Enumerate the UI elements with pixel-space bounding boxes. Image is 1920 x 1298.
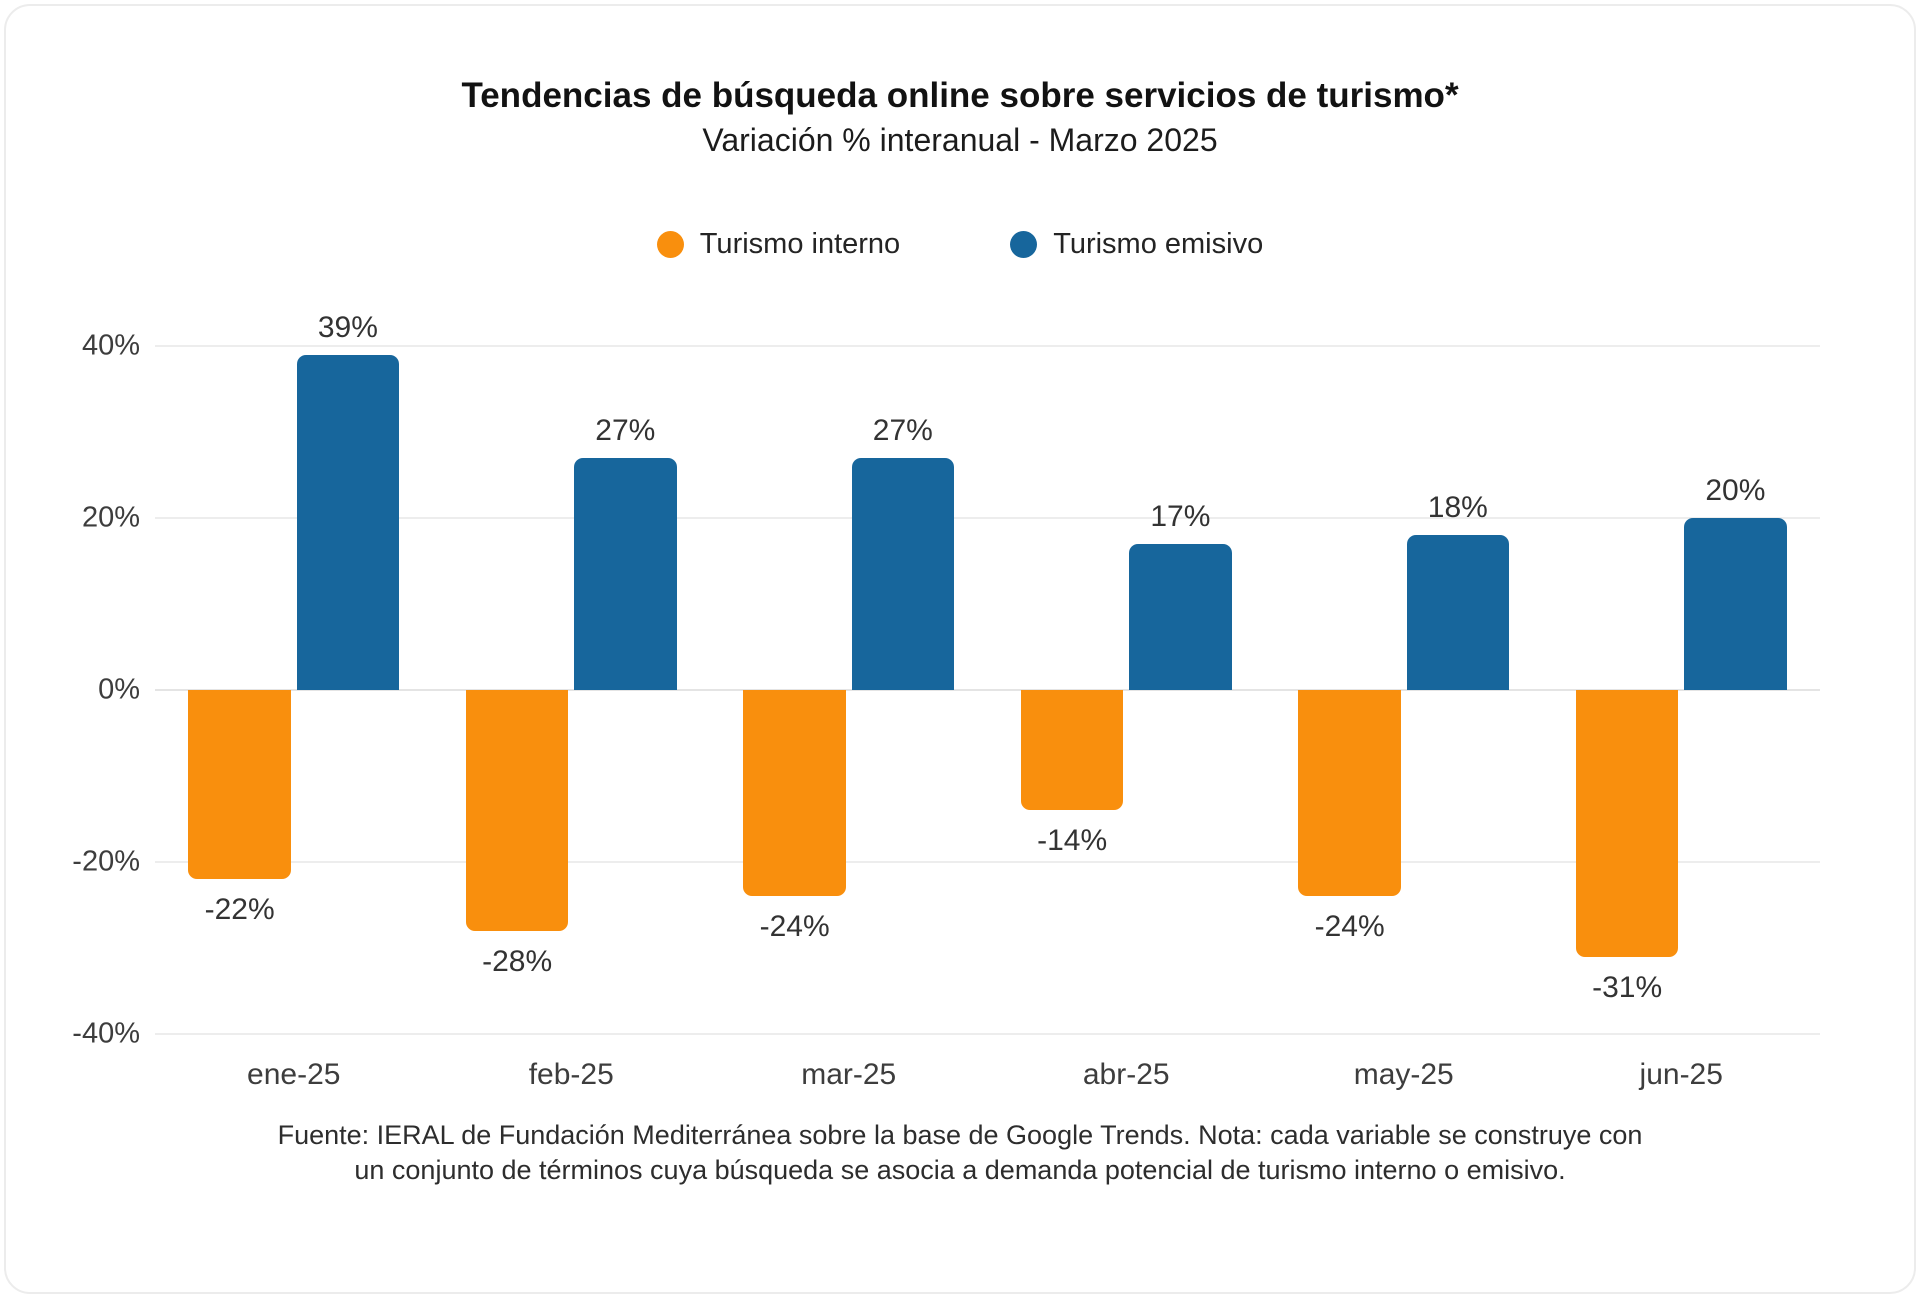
x-axis-tick-jun-25: jun-25 (1639, 1058, 1723, 1091)
x-axis-tick-mar-25: mar-25 (801, 1058, 897, 1091)
x-axis-tick-ene-25: ene-25 (247, 1058, 341, 1091)
bar-value-label: -24% (759, 910, 830, 944)
bar-group-abr-25: -14% 17% abr-25 (988, 346, 1265, 1091)
legend-item-turismo-emisivo: Turismo emisivo (1010, 228, 1263, 261)
bar-group-feb-25: -28% 27% feb-25 (432, 346, 709, 1091)
x-axis-tick-feb-25: feb-25 (528, 1058, 614, 1091)
source-note-line1: Fuente: IERAL de Fundación Mediterránea … (277, 1120, 1643, 1150)
bar-value-label: -14% (1037, 824, 1108, 858)
y-axis-tick-20: 20% (81, 501, 140, 534)
gridline-20 (155, 517, 1820, 519)
bar-turismo-emisivo-may-25: 18% (1406, 491, 1510, 690)
bar-turismo-interno-feb-25: -28% (465, 690, 569, 978)
bar-turismo-emisivo-mar-25: 27% (851, 414, 955, 690)
bar-turismo-emisivo-abr-25: 17% (1129, 500, 1232, 690)
bar-turismo-interno-may-25: -24% (1298, 690, 1401, 943)
bar-value-label: 17% (1150, 499, 1211, 533)
legend-dot-blue-icon (1010, 231, 1038, 258)
bar-turismo-interno-abr-25: -14% (1020, 690, 1124, 857)
legend: Turismo interno Turismo emisivo (0, 228, 1920, 261)
chart-title: Tendencias de búsqueda online sobre serv… (461, 76, 1459, 115)
x-axis-tick-abr-25: abr-25 (1082, 1058, 1170, 1091)
y-axis-tick--20: -20% (72, 845, 140, 878)
bar-turismo-interno-ene-25: -22% (188, 690, 291, 926)
bar-value-label: -31% (1592, 970, 1663, 1004)
legend-dot-orange-icon (656, 231, 684, 258)
bar-group-may-25: -24% 18% may-25 (1265, 346, 1542, 1091)
bar-value-label: -22% (204, 893, 275, 927)
bar-value-label: 18% (1427, 491, 1488, 525)
source-note-line2: un conjunto de términos cuya búsqueda se… (354, 1155, 1566, 1186)
legend-label-turismo-interno: Turismo interno (699, 228, 901, 260)
plot-area: 40% 20% 0% -20% -40% -22% 39% ene-25 -28% 27% feb-… (72, 311, 1820, 1091)
bar-turismo-emisivo-jun-25: 20% (1684, 474, 1787, 690)
source-note: Fuente: IERAL de Fundación Mediterránea … (0, 1118, 1920, 1188)
bar-turismo-emisivo-ene-25: 39% (296, 311, 400, 690)
y-axis-tick-40: 40% (81, 329, 140, 362)
gridline-40 (155, 345, 1820, 347)
bar-value-label: 39% (317, 310, 378, 344)
chart-subtitle: Variación % interanual - Marzo 2025 (702, 122, 1218, 158)
gridline--40 (155, 1033, 1820, 1035)
legend-label-turismo-emisivo: Turismo emisivo (1053, 228, 1264, 260)
bar-value-label: 27% (872, 413, 933, 447)
bar-turismo-interno-jun-25: -31% (1575, 690, 1679, 1004)
bar-group-mar-25: -24% 27% mar-25 (710, 346, 987, 1091)
gridline--20 (155, 861, 1820, 863)
bar-value-label: -24% (1314, 910, 1385, 944)
x-axis-tick-may-25: may-25 (1353, 1058, 1454, 1091)
gridline-0 (155, 689, 1820, 691)
bar-group-jun-25: -31% 20% jun-25 (1543, 346, 1820, 1091)
y-axis-tick--40: -40% (72, 1017, 140, 1050)
bar-value-label: 27% (595, 413, 656, 447)
bar-value-label: -28% (482, 944, 553, 978)
bar-value-label: 20% (1705, 474, 1766, 507)
bar-group-ene-25: -22% 39% ene-25 (155, 311, 432, 1091)
bar-turismo-interno-mar-25: -24% (743, 690, 846, 943)
y-axis-tick-0: 0% (98, 673, 140, 706)
legend-item-turismo-interno: Turismo interno (656, 228, 901, 261)
bar-turismo-emisivo-feb-25: 27% (574, 414, 677, 690)
